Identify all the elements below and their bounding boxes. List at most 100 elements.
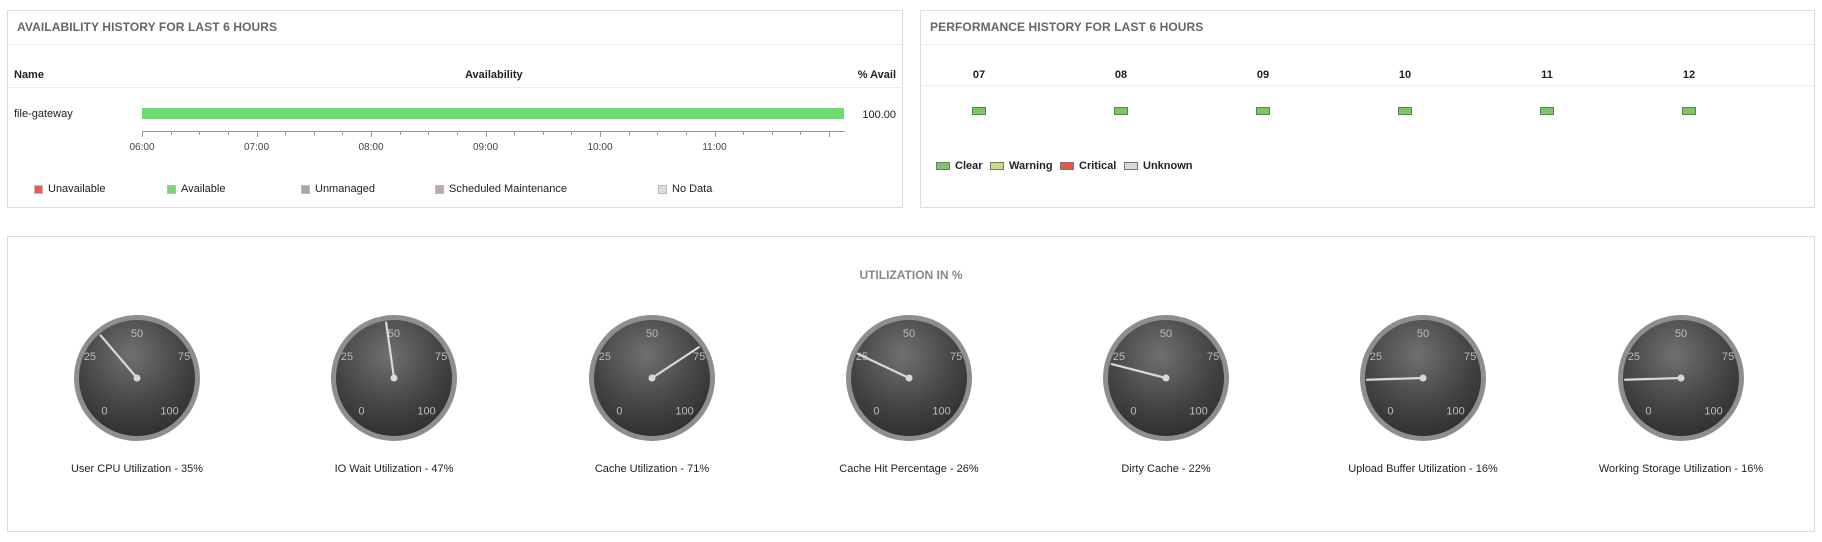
gauge-scale-label: 75 — [1722, 351, 1734, 363]
availability-history-panel: AVAILABILITY HISTORY FOR LAST 6 HOURS Na… — [7, 10, 903, 208]
gauge-hub — [133, 374, 141, 382]
gauge-scale-label: 100 — [1189, 406, 1207, 418]
performance-panel-title: PERFORMANCE HISTORY FOR LAST 6 HOURS — [930, 20, 1204, 34]
gauge-label: Upload Buffer Utilization - 16% — [1348, 463, 1498, 475]
legend-label: Warning — [1009, 160, 1053, 172]
legend-item-unmanaged: Unmanaged — [301, 183, 375, 195]
axis-tick — [313, 131, 315, 135]
legend-label: Available — [181, 183, 226, 195]
performance-status-cell[interactable] — [1540, 107, 1554, 115]
axis-tick — [428, 131, 430, 135]
gauge-hub — [1162, 374, 1170, 382]
utilization-panel: UTILIZATION IN % 0 25 50 75 100 User CPU Util… — [7, 236, 1815, 532]
axis-tick — [600, 131, 601, 137]
legend-swatch — [167, 184, 176, 194]
gauge-label: IO Wait Utilization - 47% — [334, 463, 454, 475]
legend-item-unknown: Unknown — [1124, 160, 1193, 172]
gauge-scale-label: 100 — [675, 406, 693, 418]
legend-label: Unknown — [1143, 160, 1193, 172]
gauge[interactable]: 0 25 50 75 100 Dirty Cache - 22% — [1051, 313, 1271, 475]
axis-tick — [170, 131, 172, 135]
gauge-scale-label: 100 — [932, 406, 950, 418]
hour-header: 10 — [1398, 69, 1412, 81]
legend-item-no-data: No Data — [658, 183, 712, 195]
axis-tick — [142, 131, 143, 137]
gauge-needle — [650, 346, 700, 380]
legend-item-scheduled-maintenance: Scheduled Maintenance — [435, 183, 567, 195]
gauge-needle — [1365, 376, 1425, 381]
gauge-label: Working Storage Utilization - 16% — [1598, 463, 1764, 475]
gauge-scale-label: 0 — [873, 406, 879, 418]
performance-status-cell[interactable] — [1398, 107, 1412, 115]
gauge[interactable]: 0 25 50 75 100 Upload Buffer Utilization - 16… — [1308, 313, 1528, 475]
gauge-label: Cache Utilization - 71% — [594, 463, 710, 475]
gauge-scale-label: 0 — [1130, 406, 1136, 418]
gauge-scale-label: 100 — [1446, 406, 1464, 418]
performance-status-cell[interactable] — [1256, 107, 1270, 115]
axis-tick — [399, 131, 401, 135]
legend-swatch — [936, 162, 950, 170]
axis-tick — [628, 131, 630, 135]
column-header-percent-avail: % Avail — [857, 69, 896, 81]
gauge-scale-label: 0 — [358, 406, 364, 418]
axis-tick — [542, 131, 544, 135]
gauge-scale-label: 100 — [1704, 406, 1722, 418]
gauge[interactable]: 0 25 50 75 100 User CPU Utilization - 35% — [22, 313, 242, 475]
hour-header: 12 — [1682, 69, 1696, 81]
performance-status-cell[interactable] — [1682, 107, 1696, 115]
gauge-scale-label: 50 — [1417, 328, 1429, 340]
gauge-scale-label: 0 — [1645, 406, 1651, 418]
gauge-scale-label: 25 — [84, 351, 96, 363]
gauge-scale-label: 100 — [417, 406, 435, 418]
legend-swatch — [658, 184, 667, 194]
availability-percent-value: 100.00 — [862, 109, 896, 121]
axis-tick-label: 10:00 — [587, 142, 613, 153]
gauge-scale-label: 50 — [388, 328, 400, 340]
gauge-needle — [857, 353, 911, 380]
column-header-name: Name — [14, 69, 44, 81]
performance-status-cell[interactable] — [972, 107, 986, 115]
legend-swatch — [34, 184, 43, 194]
gauge-scale-label: 50 — [1160, 328, 1172, 340]
legend-swatch — [435, 184, 444, 194]
gauge[interactable]: 0 25 50 75 100 Cache Utilization - 71% — [537, 313, 757, 475]
legend-swatch — [990, 162, 1004, 170]
axis-tick — [456, 131, 458, 135]
gauge[interactable]: 0 25 50 75 100 IO Wait Utilization - 47% — [279, 313, 499, 475]
axis-tick — [514, 131, 516, 135]
gauge-needle — [1110, 362, 1168, 380]
gauge-scale-label: 50 — [1675, 328, 1687, 340]
gauge-scale-label: 0 — [101, 406, 107, 418]
axis-tick — [227, 131, 229, 135]
axis-tick — [342, 131, 344, 135]
gauge-scale-label: 25 — [599, 351, 611, 363]
hour-header: 09 — [1256, 69, 1270, 81]
hour-header: 08 — [1114, 69, 1128, 81]
gauge-scale-label: 50 — [903, 328, 915, 340]
legend-item-clear: Clear — [936, 160, 983, 172]
axis-tick — [485, 131, 487, 137]
gauge-scale-label: 25 — [341, 351, 353, 363]
monitor-name-link[interactable]: file-gateway — [14, 108, 73, 120]
gauge[interactable]: 0 25 50 75 100 Working Storage Utilization - … — [1566, 313, 1786, 475]
gauge-hub — [390, 374, 398, 382]
gauge-hub — [1419, 374, 1427, 382]
legend-swatch — [1124, 162, 1138, 170]
legend-item-available: Available — [167, 183, 225, 195]
gauge-scale-label: 100 — [160, 406, 178, 418]
hour-header: 11 — [1541, 69, 1553, 81]
time-axis — [142, 131, 845, 143]
gauge-scale-label: 75 — [435, 351, 447, 363]
performance-status-cell[interactable] — [1114, 107, 1128, 115]
legend-item-warning: Warning — [990, 160, 1053, 172]
availability-bar[interactable] — [142, 108, 844, 119]
axis-tick — [800, 131, 802, 135]
gauge-scale-label: 75 — [1464, 351, 1476, 363]
axis-tick — [685, 131, 687, 135]
axis-tick — [657, 131, 659, 135]
divider — [921, 44, 1814, 45]
